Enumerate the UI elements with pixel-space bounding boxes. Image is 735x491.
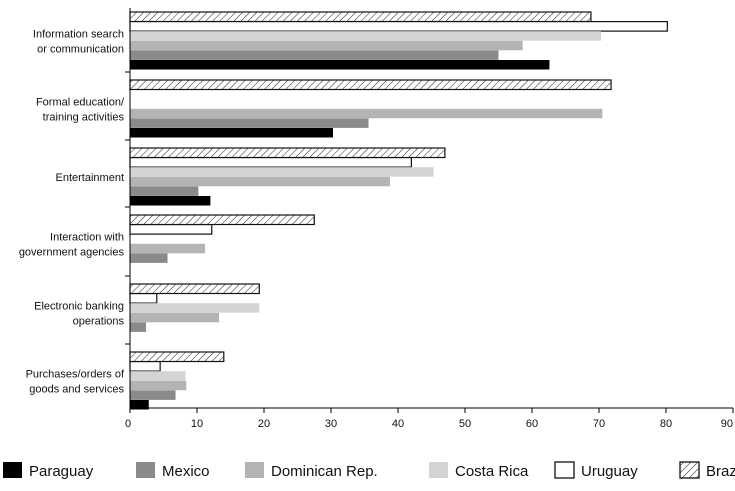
bar-uruguay-3 [129,224,213,235]
bar-brazil-3 [129,214,315,226]
bar-paraguay-1 [130,128,334,138]
category-label: Formal education/training activities [36,96,125,123]
x-tick-label: 30 [325,418,337,430]
bar-dominican-rep--5 [130,380,187,391]
bar-mexico-0 [130,50,499,60]
bar-paraguay-0 [130,60,550,70]
category-label: Electronic banking operations [34,300,124,327]
bar-brazil-5 [129,351,225,363]
bar-mexico-4 [130,322,147,332]
bar-mexico-5 [130,390,176,400]
legend-swatch-brazil [679,461,700,479]
bar-brazil-4 [129,283,260,295]
bars-layer [129,11,668,410]
bar-brazil-2 [129,147,446,159]
x-tick-label: 20 [258,418,270,430]
bar-dominican-rep--2 [130,176,390,187]
legend-label: Brazil [706,463,735,480]
bar-costa-rica-0 [130,31,602,41]
legend-swatch-uruguay [554,461,575,479]
legend-swatch-costa-rica [429,462,448,478]
bar-dominican-rep--1 [130,108,603,119]
x-axis: 0 10 20 30 40 50 60 70 80 90 [125,8,734,430]
bar-brazil-0 [129,11,592,23]
legend-label: Dominican Rep. [271,463,378,480]
bar-uruguay-5 [129,361,161,372]
legend-swatch-mexico [136,462,155,478]
x-tick-label: 10 [191,418,203,430]
x-tick-label: 80 [660,418,672,430]
bar-uruguay-0 [129,21,668,32]
bar-paraguay-5 [130,400,149,410]
x-tick-label: 60 [526,418,538,430]
legend-label: Mexico [162,463,210,480]
bar-brazil-1 [129,79,612,91]
legend-swatch-paraguay [3,462,22,478]
bar-mexico-1 [130,118,369,128]
legend-label: Paraguay [29,463,94,480]
bar-dominican-rep--3 [130,243,206,254]
bar-mexico-3 [130,253,168,263]
x-tick-label: 40 [392,418,404,430]
bar-dominican-rep--0 [130,40,523,51]
bar-uruguay-2 [129,157,412,168]
legend-swatch-dominican-rep- [245,462,264,478]
legend-label: Costa Rica [455,463,529,480]
bar-paraguay-2 [130,196,211,206]
bar-costa-rica-4 [130,303,260,313]
legend-label: Uruguay [581,463,638,480]
category-label: Entertainment [56,172,124,184]
category-label: Interaction with government agencies [19,231,125,258]
bar-costa-rica-2 [130,167,434,177]
category-label: Information search or communication [33,28,124,55]
legend: Paraguay Mexico Dominican Rep. Costa Rica Ur… [3,461,735,480]
x-tick-label: 90 [721,418,733,430]
x-tick-label: 70 [593,418,605,430]
bar-mexico-2 [130,186,199,196]
bar-costa-rica-5 [130,371,186,381]
category-labels: Information search or communication Formal… [19,28,125,395]
x-tick-label: 0 [125,418,131,430]
category-label: Purchases/orders of goods and services [26,368,125,395]
bar-dominican-rep--4 [130,312,220,323]
bar-uruguay-4 [129,293,158,304]
x-tick-label: 50 [459,418,471,430]
